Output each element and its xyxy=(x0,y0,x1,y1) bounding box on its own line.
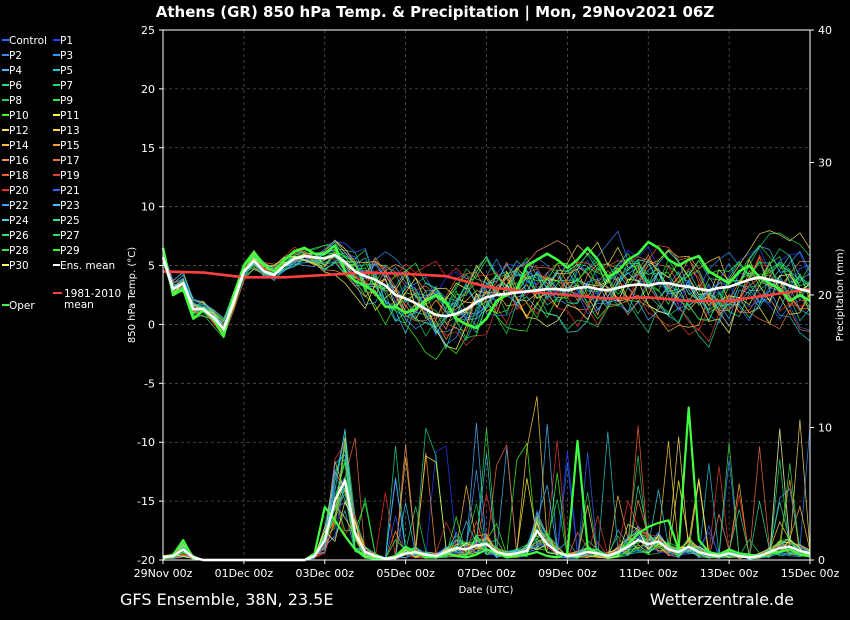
y-tick-label: -10 xyxy=(137,436,155,449)
legend-label: P3 xyxy=(60,50,73,62)
legend-label: P21 xyxy=(60,185,80,197)
y2-axis-ticks: 0 10 20 30 40 xyxy=(810,24,832,567)
oper-temp-line xyxy=(161,240,811,338)
footer-source: Wetterzentrale.de xyxy=(650,590,794,609)
legend: Control P1 P2 P3 P4 P5 P6 P7 P8 P9 P10 P11 P12 P13 P14… xyxy=(2,35,121,312)
member-temp-line xyxy=(162,252,811,332)
legend-label: P11 xyxy=(60,110,80,122)
y-tick-label: 15 xyxy=(141,142,155,155)
x-axis-ticks: 29Nov 00z 01Dec 00z 03Dec 00z 05Dec 00z 07De… xyxy=(134,560,840,580)
legend-label: Oper xyxy=(9,300,35,312)
legend-label: P20 xyxy=(9,185,29,197)
y2-tick-label: 20 xyxy=(818,289,832,302)
member-temp-line xyxy=(162,255,811,350)
x-tick-label: 29Nov 00z xyxy=(134,567,193,580)
x-tick-label: 07Dec 00z xyxy=(457,567,516,580)
legend-label: P25 xyxy=(60,215,80,227)
x-tick-label: 09Dec 00z xyxy=(538,567,597,580)
legend-label: P24 xyxy=(9,215,29,227)
member-temp-line xyxy=(162,251,811,335)
member-temp-line xyxy=(162,251,811,339)
y-tick-label: 25 xyxy=(141,24,155,37)
legend-label: P1 xyxy=(60,35,73,47)
x-tick-label: 05Dec 00z xyxy=(376,567,435,580)
x-tick-label: 01Dec 00z xyxy=(215,567,274,580)
legend-label: Control xyxy=(9,35,47,47)
legend-label: P22 xyxy=(9,200,29,212)
y-tick-label: 0 xyxy=(148,318,155,331)
legend-label: Ens. mean xyxy=(60,260,115,272)
legend-label: P17 xyxy=(60,155,80,167)
legend-label: P12 xyxy=(9,125,29,137)
legend-label: P7 xyxy=(60,80,73,92)
legend-label: P16 xyxy=(9,155,29,167)
climate-mean-temp-line xyxy=(162,270,811,303)
legend-label: P28 xyxy=(9,245,29,257)
y-tick-label: -15 xyxy=(137,495,155,508)
x-tick-label: 03Dec 00z xyxy=(295,567,354,580)
legend-label: P5 xyxy=(60,65,73,77)
y-tick-label: 5 xyxy=(148,260,155,273)
legend-label: P6 xyxy=(9,80,22,92)
y-axis-ticks: -20 -15 -10 -5 0 5 10 15 20 25 xyxy=(137,24,163,567)
y-tick-label: -20 xyxy=(137,554,155,567)
y-tick-label: 10 xyxy=(141,201,155,214)
y-axis-label: 850 hPa Temp. (°C) xyxy=(127,247,138,343)
legend-label: P9 xyxy=(60,95,73,107)
y-tick-label: -5 xyxy=(144,377,155,390)
footer-model-info: GFS Ensemble, 38N, 23.5E xyxy=(120,590,333,609)
x-tick-label: 13Dec 00z xyxy=(700,567,759,580)
x-axis-label: Date (UTC) xyxy=(459,585,514,596)
legend-label: P4 xyxy=(9,65,22,77)
legend-label: P8 xyxy=(9,95,22,107)
legend-label: P19 xyxy=(60,170,80,182)
y2-tick-label: 0 xyxy=(818,554,825,567)
y2-axis-label: Precipitation (mm) xyxy=(835,248,846,341)
legend-label: P13 xyxy=(60,125,80,137)
legend-label: P2 xyxy=(9,50,22,62)
y-tick-label: 20 xyxy=(141,83,155,96)
legend-label: mean xyxy=(64,299,94,311)
x-tick-label: 11Dec 00z xyxy=(619,567,678,580)
chart-title: Athens (GR) 850 hPa Temp. & Precipitatio… xyxy=(156,3,715,22)
legend-label: P14 xyxy=(9,140,29,152)
y2-tick-label: 30 xyxy=(818,157,832,170)
legend-label: P26 xyxy=(9,230,29,242)
legend-label: P29 xyxy=(60,245,80,257)
legend-label: P30 xyxy=(9,260,29,272)
y2-tick-label: 10 xyxy=(818,422,832,435)
x-tick-label: 15Dec 00z xyxy=(781,567,840,580)
y2-tick-label: 40 xyxy=(818,24,832,37)
legend-label: P27 xyxy=(60,230,80,242)
legend-label: P10 xyxy=(9,110,29,122)
legend-label: P15 xyxy=(60,140,80,152)
legend-label: P23 xyxy=(60,200,80,212)
legend-label: P18 xyxy=(9,170,29,182)
legend-label: 1981-2010 xyxy=(64,288,121,300)
ens-mean-temp-line xyxy=(161,253,811,331)
